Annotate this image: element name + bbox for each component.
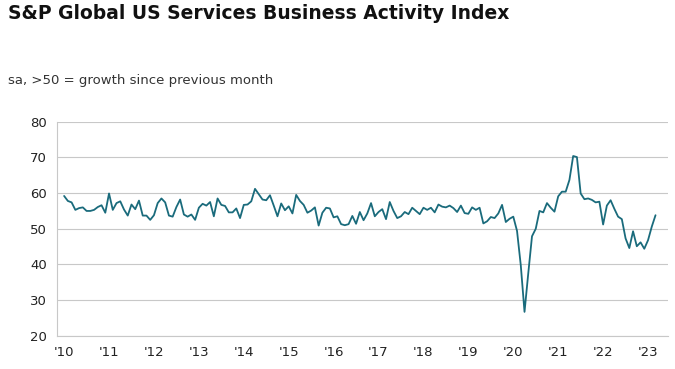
Text: S&P Global US Services Business Activity Index: S&P Global US Services Business Activity…	[8, 4, 510, 23]
Text: sa, >50 = growth since previous month: sa, >50 = growth since previous month	[8, 74, 273, 87]
